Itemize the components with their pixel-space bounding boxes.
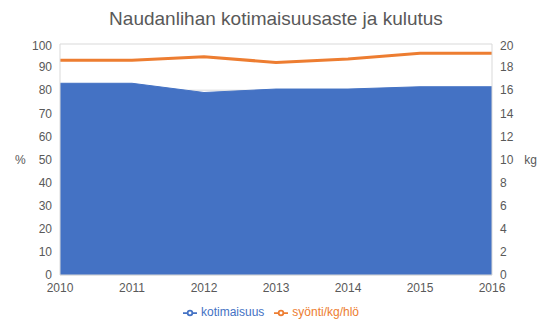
svg-text:8: 8 bbox=[500, 176, 507, 190]
svg-text:90: 90 bbox=[39, 60, 53, 74]
svg-text:12: 12 bbox=[500, 130, 514, 144]
svg-text:70: 70 bbox=[39, 107, 53, 121]
svg-text:6: 6 bbox=[500, 199, 507, 213]
svg-text:30: 30 bbox=[39, 199, 53, 213]
svg-text:2010: 2010 bbox=[47, 281, 74, 295]
svg-text:80: 80 bbox=[39, 83, 53, 97]
svg-text:2015: 2015 bbox=[407, 281, 434, 295]
svg-text:2: 2 bbox=[500, 245, 507, 259]
svg-text:2016: 2016 bbox=[479, 281, 506, 295]
svg-text:2011: 2011 bbox=[119, 281, 145, 295]
svg-text:100: 100 bbox=[32, 39, 52, 53]
svg-text:40: 40 bbox=[39, 176, 53, 190]
svg-text:%: % bbox=[15, 153, 26, 167]
svg-text:0: 0 bbox=[500, 268, 507, 282]
svg-text:16: 16 bbox=[500, 83, 514, 97]
svg-text:14: 14 bbox=[500, 107, 514, 121]
svg-text:60: 60 bbox=[39, 130, 53, 144]
svg-text:2012: 2012 bbox=[191, 281, 218, 295]
svg-text:2013: 2013 bbox=[263, 281, 290, 295]
html-text:syönti/kg/hlö: syönti/kg/hlö bbox=[292, 305, 359, 319]
svg-text:4: 4 bbox=[500, 222, 507, 236]
svg-text:0: 0 bbox=[45, 268, 52, 282]
html-text:Naudanlihan kotimaisuusaste ja: Naudanlihan kotimaisuusaste ja kulutus bbox=[109, 8, 443, 29]
html-text:kotimaisuus: kotimaisuus bbox=[201, 305, 265, 319]
svg-text:18: 18 bbox=[500, 60, 514, 74]
svg-text:kg: kg bbox=[524, 153, 537, 167]
svg-text:50: 50 bbox=[39, 153, 53, 167]
svg-text:10: 10 bbox=[39, 245, 53, 259]
svg-text:2014: 2014 bbox=[335, 281, 362, 295]
svg-text:10: 10 bbox=[500, 153, 514, 167]
svg-text:20: 20 bbox=[500, 39, 514, 53]
svg-text:20: 20 bbox=[39, 222, 53, 236]
